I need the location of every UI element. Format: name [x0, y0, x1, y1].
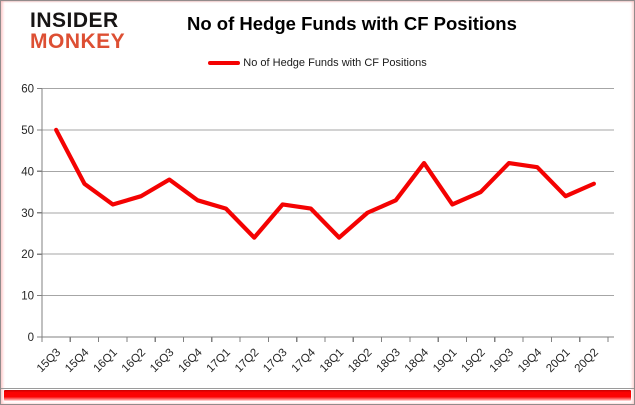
x-tick-label: 18Q1	[318, 347, 346, 375]
logo-line-monkey: MONKEY	[30, 30, 126, 53]
x-tick-label: 16Q3	[148, 347, 176, 375]
x-tick-label: 20Q2	[573, 347, 601, 375]
x-tick-label: 18Q4	[403, 346, 432, 375]
x-tick-label: 19Q4	[516, 346, 545, 375]
y-tick-label: 0	[28, 332, 34, 344]
y-tick-label: 50	[21, 125, 34, 137]
x-tick-label: 17Q1	[205, 347, 233, 375]
legend: No of Hedge Funds with CF Positions	[1, 57, 634, 69]
y-tick-label: 40	[21, 166, 34, 178]
legend-line-marker	[208, 61, 241, 65]
x-tick-label: 17Q2	[233, 347, 261, 375]
x-tick-label: 18Q3	[374, 347, 402, 375]
series-line	[54, 127, 596, 240]
legend-label: No of Hedge Funds with CF Positions	[243, 57, 427, 69]
x-tick-label: 16Q4	[176, 346, 205, 375]
insider-monkey-logo: INSIDER MONKEY	[30, 10, 125, 52]
x-tick-label: 19Q3	[488, 347, 516, 375]
y-tick-label: 20	[21, 249, 34, 261]
x-tick-label: 19Q1	[431, 347, 459, 375]
y-tick-label: 30	[21, 208, 34, 220]
x-tick-label: 16Q2	[120, 347, 148, 375]
bottom-red-bar	[4, 390, 631, 401]
x-tick-label: 17Q4	[290, 346, 319, 375]
x-tick-label: 18Q2	[346, 347, 374, 375]
x-tick-label: 17Q3	[261, 347, 289, 375]
chart-title: No of Hedge Funds with CF Positions	[187, 13, 517, 34]
chart-bottom-border	[1, 388, 634, 389]
y-tick-label: 60	[21, 84, 34, 96]
x-tick-label: 15Q3	[35, 347, 63, 375]
x-tick-label: 19Q2	[459, 347, 487, 375]
x-tick-label: 15Q4	[63, 346, 92, 375]
y-tick-label: 10	[21, 291, 34, 303]
x-tick-label: 16Q1	[91, 347, 119, 375]
logo-line-insider: INSIDER	[30, 9, 119, 32]
x-tick-label: 20Q1	[544, 347, 572, 375]
